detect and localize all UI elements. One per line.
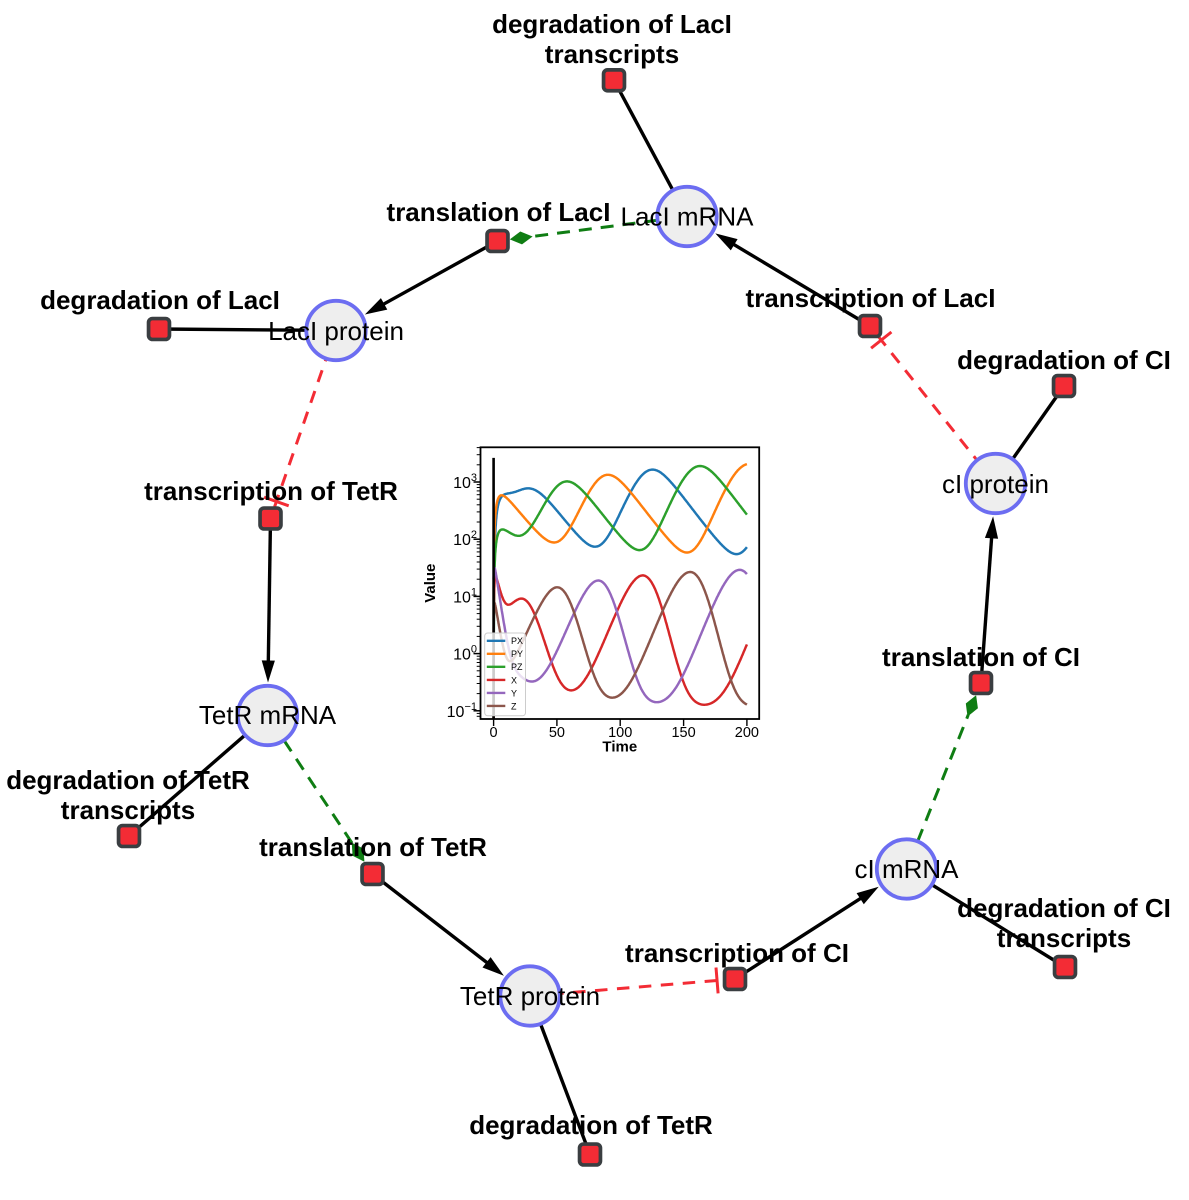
svg-text:PZ: PZ (511, 662, 523, 672)
svg-text:X: X (511, 675, 517, 685)
svg-text:LacI protein: LacI protein (268, 316, 404, 346)
svg-text:cI protein: cI protein (942, 469, 1049, 499)
svg-text:Z: Z (511, 701, 517, 711)
svg-text:transcription of TetR: transcription of TetR (144, 476, 398, 506)
svg-text:10−1: 10−1 (447, 701, 477, 721)
svg-text:102: 102 (453, 529, 477, 549)
svg-text:Time: Time (602, 739, 637, 756)
svg-text:PY: PY (511, 649, 523, 659)
svg-text:Value: Value (422, 564, 439, 603)
svg-text:translation of TetR: translation of TetR (259, 832, 487, 862)
svg-text:degradation of CI: degradation of CI (957, 345, 1171, 375)
svg-text:degradation of TetR: degradation of TetR (6, 765, 250, 795)
svg-text:LacI mRNA: LacI mRNA (621, 202, 755, 232)
svg-text:101: 101 (453, 586, 477, 606)
svg-text:TetR protein: TetR protein (460, 981, 600, 1011)
svg-text:103: 103 (453, 472, 477, 492)
svg-text:100: 100 (453, 644, 477, 664)
svg-text:translation of CI: translation of CI (882, 642, 1080, 672)
svg-text:degradation of TetR: degradation of TetR (469, 1110, 713, 1140)
svg-text:transcripts: transcripts (545, 39, 679, 69)
svg-text:100: 100 (608, 725, 632, 741)
svg-text:degradation of LacI: degradation of LacI (40, 285, 280, 315)
svg-text:transcripts: transcripts (997, 923, 1131, 953)
svg-text:TetR mRNA: TetR mRNA (199, 700, 337, 730)
svg-text:150: 150 (671, 725, 695, 741)
svg-text:transcripts: transcripts (61, 795, 195, 825)
svg-text:0: 0 (490, 725, 498, 741)
svg-text:Y: Y (511, 688, 517, 698)
svg-text:transcription of CI: transcription of CI (625, 938, 849, 968)
svg-text:PX: PX (511, 636, 523, 646)
svg-text:degradation of CI: degradation of CI (957, 893, 1171, 923)
svg-text:200: 200 (735, 725, 759, 741)
svg-text:transcription of LacI: transcription of LacI (746, 283, 996, 313)
svg-text:cI mRNA: cI mRNA (855, 854, 960, 884)
svg-text:degradation of LacI: degradation of LacI (492, 9, 732, 39)
svg-text:translation of LacI: translation of LacI (387, 197, 611, 227)
svg-text:50: 50 (549, 725, 565, 741)
